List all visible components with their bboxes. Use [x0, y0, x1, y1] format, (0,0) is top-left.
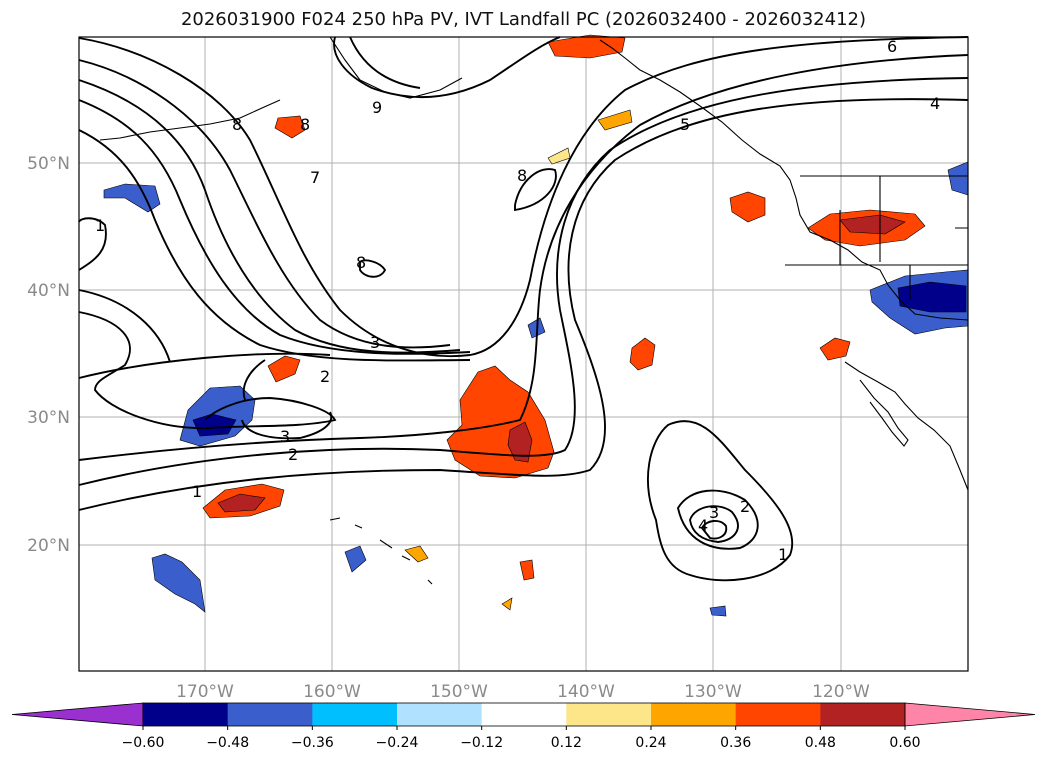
lat-label: 30°N [27, 408, 70, 428]
lon-label: 150°W [430, 682, 488, 702]
lon-label: 170°W [176, 682, 234, 702]
colorbar-tick-label: −0.48 [206, 735, 249, 751]
colorbar: −0.60 −0.48 −0.36 −0.24 −0.12 0.12 0.24 0.36 0.4… [11, 702, 1036, 751]
pv-contours [78, 36, 969, 582]
lon-label: 120°W [812, 682, 870, 702]
colorbar-extend-low [11, 702, 144, 727]
colorbar-segment [735, 703, 821, 726]
colorbar-tick-label: −0.24 [376, 735, 419, 751]
colorbar-tick-label: −0.60 [122, 735, 165, 751]
anomaly-negative [709, 605, 727, 617]
lon-label: 140°W [557, 682, 615, 702]
alaska-coast [329, 36, 463, 99]
anomaly-negative-core [897, 281, 967, 313]
ivt-shading [103, 34, 969, 617]
contour-label: 1 [778, 545, 788, 564]
colorbar-tick-label: 0.36 [720, 735, 751, 751]
contour-label: 3 [709, 503, 719, 522]
figure-title: 2026031900 F024 250 hPa PV, IVT Landfall… [180, 9, 867, 30]
aleutian-islands [99, 99, 281, 141]
anomaly-positive [597, 109, 633, 131]
lat-label: 20°N [27, 536, 70, 556]
colorbar-tick-label: 0.48 [805, 735, 836, 751]
baja-coast [844, 361, 969, 491]
colorbar-segment [312, 703, 398, 726]
longitude-labels: 170°W 160°W 150°W 140°W 130°W 120°W [176, 682, 870, 702]
colorbar-segment [143, 703, 229, 726]
colorbar-tick-label: 0.60 [889, 735, 920, 751]
contour-label: 2 [320, 367, 330, 386]
anomaly-negative [947, 161, 969, 196]
us-state-border [785, 176, 968, 300]
contour-label: 3 [280, 427, 290, 446]
coastlines [99, 36, 969, 585]
anomaly-positive [547, 147, 571, 165]
colorbar-segment [481, 703, 567, 726]
contour-label: 4 [930, 94, 940, 113]
colorbar-segment [397, 703, 483, 726]
colorbar-tick-label: −0.12 [460, 735, 503, 751]
lat-label: 50°N [27, 154, 70, 174]
latitude-labels: 50°N 40°N 30°N 20°N [27, 154, 70, 556]
contour-label: 8 [300, 115, 310, 134]
colorbar-segment [651, 703, 737, 726]
colorbar-tick-label: −0.36 [291, 735, 334, 751]
contour-label: 8 [356, 253, 366, 272]
contour-label: 8 [232, 115, 242, 134]
colorbar-segment [566, 703, 652, 726]
anomaly-negative [151, 553, 206, 613]
anomaly-positive [547, 34, 626, 59]
lon-label: 160°W [303, 682, 361, 702]
anomaly-positive-core [839, 214, 906, 235]
lat-label: 40°N [27, 281, 70, 301]
contour-label: 4 [698, 516, 708, 535]
north-america-coast [599, 39, 969, 321]
anomaly-positive [729, 191, 766, 223]
anomaly-positive [501, 597, 513, 611]
colorbar-tick-label: 0.12 [551, 735, 582, 751]
anomaly-positive [404, 545, 429, 563]
map-frame [78, 36, 969, 672]
anomaly-positive [629, 337, 656, 371]
contour-label: 2 [740, 497, 750, 516]
hawaii-islands [329, 517, 433, 585]
colorbar-tick-label: 0.24 [635, 735, 666, 751]
lon-label: 130°W [684, 682, 742, 702]
contour-label: 3 [370, 333, 380, 352]
contour-label: 2 [288, 445, 298, 464]
colorbar-frame [142, 702, 906, 727]
baja-peninsula [859, 379, 909, 447]
anomaly-positive [446, 365, 555, 479]
anomaly-negative [344, 545, 367, 573]
anomaly-positive [267, 355, 301, 383]
colorbar-segment [820, 703, 906, 726]
anomaly-positive-core [217, 493, 266, 513]
contour-label: 7 [310, 168, 320, 187]
contour-label: 1 [192, 482, 202, 501]
contour-label: 8 [517, 166, 527, 185]
colorbar-segment [227, 703, 313, 726]
contour-labels: 6 4 5 9 8 8 8 8 7 1 3 2 3 2 1 3 2 4 1 [95, 37, 940, 564]
contour-label: 6 [887, 37, 897, 56]
anomaly-positive-core [507, 421, 533, 463]
contour-label: 5 [680, 115, 690, 134]
anomaly-negative [103, 183, 161, 213]
colorbar-extend-high [904, 702, 1036, 727]
anomaly-positive [819, 337, 851, 361]
contour-label: 1 [95, 216, 105, 235]
anomaly-positive [274, 115, 306, 139]
anomaly-positive [519, 559, 535, 581]
contour-label: 9 [372, 98, 382, 117]
